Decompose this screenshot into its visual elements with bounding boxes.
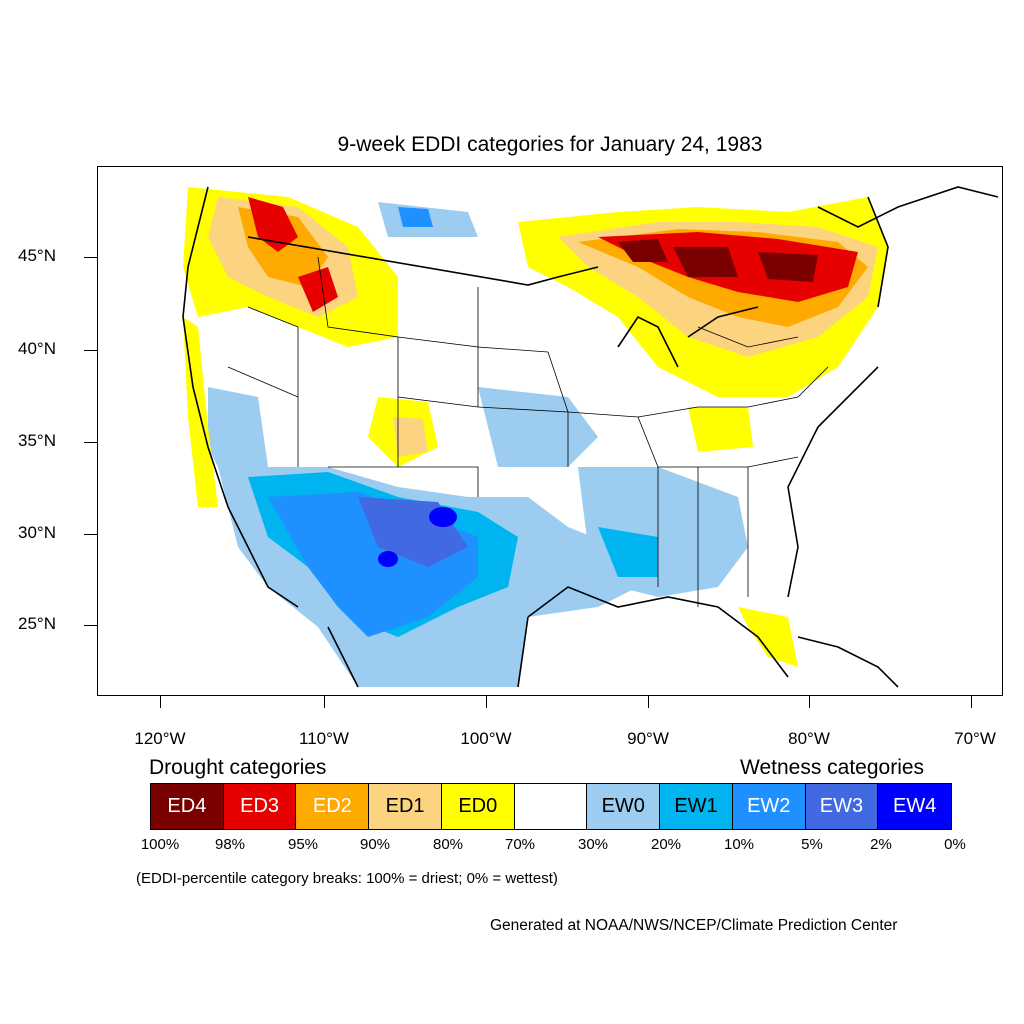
lon-tick-120 — [160, 696, 161, 708]
legend-cell-ed2: ED2 — [296, 784, 370, 829]
lon-label-90: 90°W — [627, 729, 669, 748]
break-label: 20% — [650, 836, 682, 853]
dry-region-ohio-ed0 — [688, 407, 753, 452]
legend-cell-ed0: ED0 — [441, 784, 515, 829]
legend-cell-neutral — [514, 784, 588, 829]
lat-label-45: 45°N — [18, 246, 56, 265]
break-label: 2% — [870, 836, 892, 853]
break-label: 90% — [359, 836, 391, 853]
lat-tick-45 — [84, 257, 97, 258]
legend-cell-ew2: EW2 — [732, 784, 806, 829]
lon-label-100: 100°W — [460, 729, 512, 748]
lon-label-80: 80°W — [788, 729, 830, 748]
lon-tick-90 — [648, 696, 649, 708]
wet-region-ew4 — [429, 507, 457, 527]
wetness-heading: Wetness categories — [740, 756, 925, 779]
lat-label-40: 40°N — [18, 339, 56, 358]
lat-label-35: 35°N — [18, 431, 56, 450]
lon-tick-100 — [486, 696, 487, 708]
legend-cell-ew0: EW0 — [587, 784, 661, 829]
break-label: 95% — [287, 836, 319, 853]
lat-tick-40 — [84, 350, 97, 351]
legend-cell-ed1: ED1 — [369, 784, 442, 829]
legend-cell-ed3: ED3 — [223, 784, 297, 829]
lon-tick-110 — [324, 696, 325, 708]
break-label: 10% — [723, 836, 755, 853]
category-breaks-note: (EDDI-percentile category breaks: 100% =… — [136, 870, 558, 887]
lon-tick-70 — [971, 696, 972, 708]
wet-region-north-b — [398, 207, 433, 227]
lon-label-120: 120°W — [134, 729, 186, 748]
lat-label-30: 30°N — [18, 523, 56, 542]
credit-text: Generated at NOAA/NWS/NCEP/Climate Predi… — [490, 917, 898, 934]
wet-region-southeast-b — [598, 527, 658, 577]
dry-region-florida-ed0 — [738, 607, 798, 667]
lon-label-110: 110°W — [299, 729, 349, 748]
dry-region-colorado-ed1 — [393, 417, 428, 457]
break-label: 0% — [944, 836, 966, 853]
dry-region-northwest-ed3 — [248, 197, 298, 252]
eddi-map-graphic — [182, 186, 999, 688]
lon-label-70: 70°W — [954, 729, 996, 748]
drought-heading: Drought categories — [149, 756, 327, 779]
break-label: 100% — [140, 836, 180, 853]
break-label: 30% — [577, 836, 609, 853]
break-label: 70% — [504, 836, 536, 853]
break-label: 80% — [432, 836, 464, 853]
wet-region-ew4-b — [378, 551, 398, 567]
break-label: 5% — [801, 836, 823, 853]
dry-region-northeast-ed4c — [758, 252, 818, 282]
dry-region-northeast-ed4a — [618, 239, 668, 262]
coastlines — [182, 186, 999, 688]
lat-tick-25 — [84, 625, 97, 626]
legend-cell-ew4: EW4 — [878, 784, 952, 829]
lon-tick-80 — [809, 696, 810, 708]
map-title: 9-week EDDI categories for January 24, 1… — [337, 133, 763, 156]
category-legend: ED4 ED3 ED2 ED1 ED0 EW0 EW1 EW2 EW3 EW4 — [150, 783, 952, 830]
legend-cell-ew3: EW3 — [805, 784, 879, 829]
lat-label-25: 25°N — [18, 614, 56, 633]
legend-cell-ed4: ED4 — [151, 784, 224, 829]
lat-tick-35 — [84, 442, 97, 443]
dry-region-idaho-ed3 — [298, 267, 338, 312]
lat-tick-30 — [84, 534, 97, 535]
dry-region-northeast-ed4b — [673, 247, 738, 277]
dry-region-coast-ed0 — [183, 317, 218, 507]
wet-region-ca — [208, 387, 268, 487]
break-label: 98% — [214, 836, 246, 853]
legend-cell-ew1: EW1 — [660, 784, 733, 829]
eddi-map — [97, 166, 1003, 696]
